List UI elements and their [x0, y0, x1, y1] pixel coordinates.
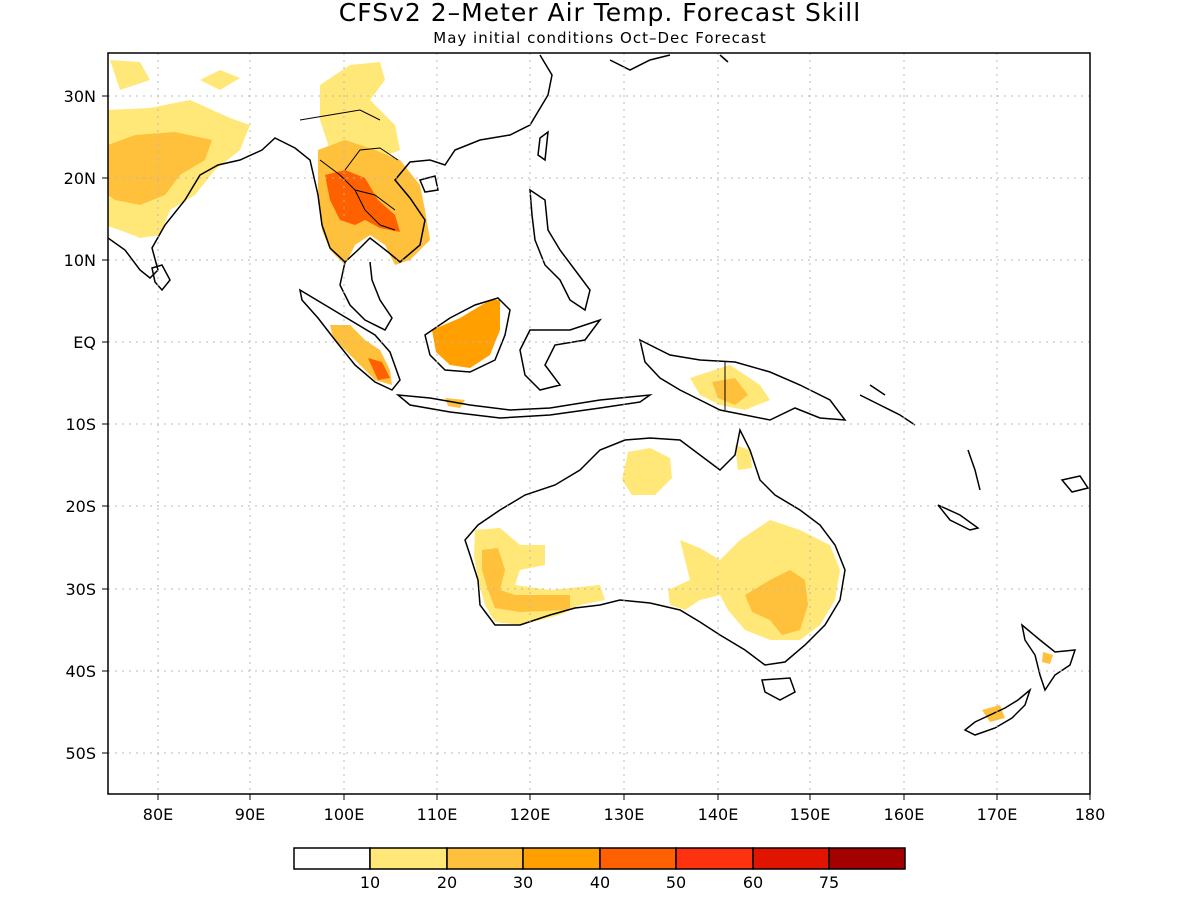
coastline-tasmania — [761, 677, 796, 701]
colorbar-label: 10 — [360, 873, 380, 892]
coastline-sulawesi — [519, 318, 603, 391]
skill-region-new-guinea-core — [712, 378, 748, 405]
lat-label: EQ — [73, 333, 96, 352]
colorbar-labels: 10 20 30 40 50 60 75 — [360, 873, 839, 892]
coastline-sri-lanka — [151, 264, 171, 292]
colorbar-label: 75 — [819, 873, 839, 892]
coastline-borneo — [424, 297, 511, 373]
skill-region-indochina-core — [325, 170, 400, 232]
graticule — [108, 53, 1090, 794]
lon-label: 120E — [510, 805, 551, 824]
skill-region-india-core — [108, 132, 212, 205]
colorbar-box — [446, 847, 524, 870]
colorbar-label: 20 — [437, 873, 457, 892]
coastline-solomon-islands — [859, 384, 916, 426]
lat-label: 20N — [64, 169, 96, 188]
skill-region-east-australia — [668, 520, 840, 640]
skill-region-sumatra-core — [368, 358, 390, 380]
lon-label: 170E — [977, 805, 1018, 824]
map-title: CFSv2 2–Meter Air Temp. Forecast Skill — [338, 0, 862, 27]
lat-label: 10S — [65, 415, 96, 434]
lon-label: 80E — [143, 805, 173, 824]
longitude-labels: 80E 90E 100E 110E 120E 130E 140E 150E 16… — [143, 805, 1106, 824]
lon-label: 150E — [790, 805, 831, 824]
coastline-hainan — [418, 175, 439, 193]
colorbar-box — [293, 847, 371, 870]
border-indochina — [299, 109, 399, 231]
coastline-fiji — [1060, 475, 1090, 493]
coastline-taiwan — [537, 130, 549, 162]
coastline-australia — [464, 427, 846, 666]
coastline-philippines — [529, 188, 591, 312]
coastline-java — [395, 393, 653, 419]
colorbar — [293, 847, 906, 870]
lon-label: 130E — [604, 805, 645, 824]
lat-label: 50S — [65, 744, 96, 763]
lat-label: 20S — [65, 497, 96, 516]
lat-label: 30N — [64, 87, 96, 106]
lon-label: 90E — [235, 805, 265, 824]
skill-region-north-australia — [622, 445, 752, 495]
coastlines — [108, 54, 1090, 736]
tick-marks — [102, 95, 1091, 800]
lon-label: 100E — [324, 805, 365, 824]
colorbar-box — [522, 847, 601, 870]
lon-label: 180 — [1075, 805, 1106, 824]
coastline-new-caledonia — [937, 504, 980, 531]
coastline-nz-north — [1020, 623, 1077, 692]
lat-label: 30S — [65, 580, 96, 599]
colorbar-label: 60 — [743, 873, 763, 892]
colorbar-label: 50 — [666, 873, 686, 892]
lon-label: 160E — [884, 805, 925, 824]
lat-label: 10N — [64, 251, 96, 270]
colorbar-label: 30 — [513, 873, 533, 892]
colorbar-box — [599, 847, 677, 870]
skill-region-borneo — [432, 300, 500, 368]
skill-shading — [108, 60, 1053, 722]
coastline-malay-peninsula — [339, 261, 393, 331]
colorbar-label: 40 — [590, 873, 610, 892]
skill-region-east-australia-core — [745, 570, 808, 635]
colorbar-box — [828, 847, 906, 870]
latitude-labels: 30N 20N 10N EQ 10S 20S 30S 40S 50S — [64, 87, 96, 763]
colorbar-box — [369, 847, 448, 870]
lon-label: 110E — [417, 805, 458, 824]
colorbar-box — [752, 847, 830, 870]
lon-label: 140E — [698, 805, 739, 824]
map-subtitle: May initial conditions Oct–Dec Forecast — [433, 29, 767, 47]
colorbar-box — [675, 847, 754, 870]
country-borders — [299, 109, 726, 410]
skill-region-west-australia-core — [482, 548, 570, 612]
coastline-nz-south — [963, 687, 1032, 736]
coastline-new-guinea — [638, 338, 847, 421]
skill-region-china — [110, 60, 400, 160]
lat-label: 40S — [65, 662, 96, 681]
coastline-japan — [609, 54, 729, 71]
coastline-sumatra — [298, 288, 401, 391]
coastline-vanuatu — [967, 449, 981, 491]
